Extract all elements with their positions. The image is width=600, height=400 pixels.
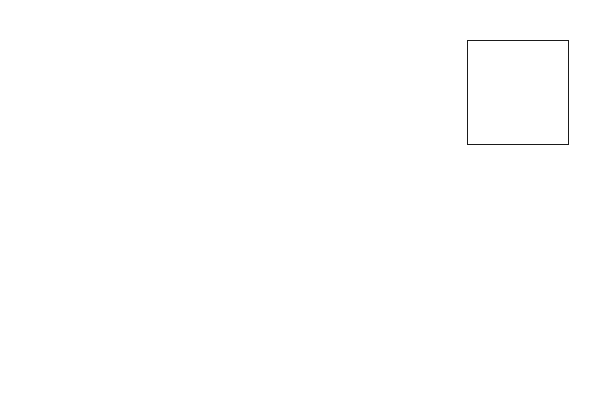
legend (467, 40, 569, 145)
